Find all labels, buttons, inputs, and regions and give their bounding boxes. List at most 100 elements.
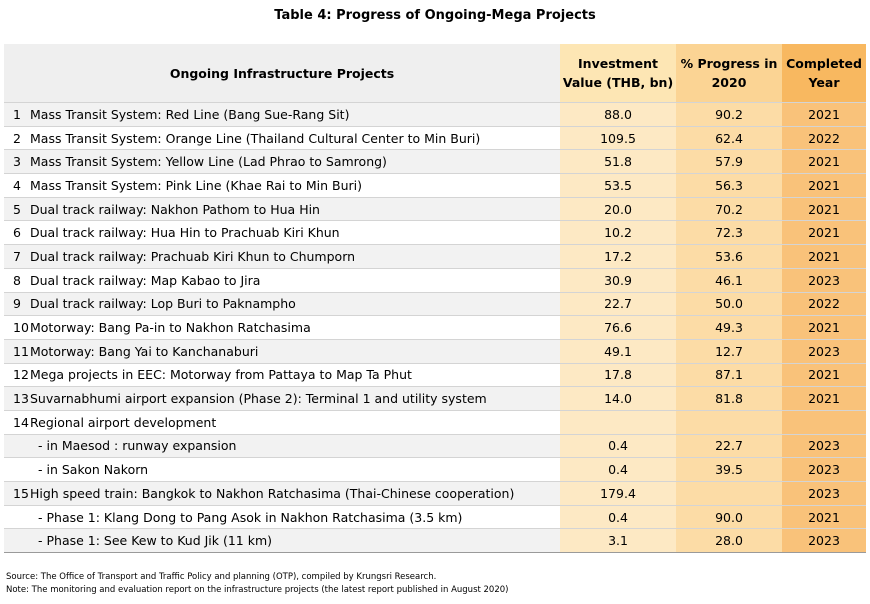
completed-year: 2021 [782, 102, 867, 127]
header-investment-line1: Investment [578, 56, 658, 71]
completed-year [782, 409, 867, 435]
table-row: 12 Mega projects in EEC: Motorway from Pa… [4, 362, 867, 387]
completed-year: 2021 [782, 315, 867, 340]
progress-value: 72.3 [676, 220, 783, 245]
header-investment-line2: Value (THB, bn) [562, 75, 674, 90]
project-name: Dual track railway: Prachuab Kiri Khun t… [30, 244, 561, 269]
completed-year: 2021 [782, 504, 867, 529]
progress-value: 56.3 [676, 173, 783, 198]
project-name: Mega projects in EEC: Motorway from Patt… [30, 362, 561, 387]
completed-year: 2021 [782, 173, 867, 198]
table-body: 1 Mass Transit System: Red Line (Bang Sue… [4, 102, 867, 554]
row-number [4, 528, 30, 554]
project-name: - in Sakon Nakorn [30, 457, 561, 482]
row-number: 8 [4, 267, 30, 292]
row-number [4, 433, 30, 458]
completed-year: 2023 [782, 338, 867, 364]
progress-value: 90.0 [676, 504, 783, 529]
completed-year: 2022 [782, 291, 867, 316]
row-number [4, 504, 30, 529]
row-number: 4 [4, 173, 30, 198]
header-completed-line1: Completed [786, 56, 862, 71]
header-investment: Investment Value (THB, bn) [560, 44, 677, 103]
row-number: 14 [4, 409, 30, 435]
investment-value: 179.4 [560, 481, 677, 506]
investment-value: 17.2 [560, 244, 677, 269]
row-number: 10 [4, 315, 30, 340]
project-name: Dual track railway: Nakhon Pathom to Hua… [30, 196, 561, 221]
investment-value: 0.4 [560, 433, 677, 458]
projects-table: Ongoing Infrastructure Projects Investme… [4, 44, 867, 554]
table-row: 2 Mass Transit System: Orange Line (Thail… [4, 125, 867, 150]
progress-value: 50.0 [676, 291, 783, 316]
table-row: 9 Dual track railway: Lop Buri to Paknamp… [4, 291, 867, 316]
row-number: 2 [4, 125, 30, 150]
investment-value: 22.7 [560, 291, 677, 316]
row-number: 11 [4, 338, 30, 364]
investment-value: 20.0 [560, 196, 677, 221]
row-number [4, 457, 30, 482]
project-name: Motorway: Bang Pa-in to Nakhon Ratchasim… [30, 315, 561, 340]
completed-year: 2021 [782, 149, 867, 174]
project-name: Dual track railway: Hua Hin to Prachuab … [30, 220, 561, 245]
project-name: Motorway: Bang Yai to Kanchanaburi [30, 338, 561, 364]
note-footnote: Note: The monitoring and evaluation repo… [6, 585, 509, 595]
investment-value: 88.0 [560, 102, 677, 127]
completed-year: 2023 [782, 481, 867, 506]
row-number: 15 [4, 481, 30, 506]
source-footnote: Source: The Office of Transport and Traf… [6, 572, 437, 582]
progress-value: 12.7 [676, 338, 783, 364]
completed-year: 2021 [782, 386, 867, 411]
investment-value: 51.8 [560, 149, 677, 174]
table-row: 11 Motorway: Bang Yai to Kanchanaburi 49.1… [4, 338, 867, 364]
project-name: Regional airport development [30, 409, 561, 435]
project-name: Dual track railway: Lop Buri to Paknamph… [30, 291, 561, 316]
row-number: 9 [4, 291, 30, 316]
project-name: Mass Transit System: Red Line (Bang Sue-… [30, 102, 561, 127]
investment-value: 109.5 [560, 125, 677, 150]
investment-value: 76.6 [560, 315, 677, 340]
table-row: - Phase 1: See Kew to Kud Jik (11 km) 3.1… [4, 528, 867, 554]
row-number: 12 [4, 362, 30, 387]
table-row: 3 Mass Transit System: Yellow Line (Lad P… [4, 149, 867, 174]
row-number: 13 [4, 386, 30, 411]
investment-value: 0.4 [560, 504, 677, 529]
investment-value: 0.4 [560, 457, 677, 482]
table-title: Table 4: Progress of Ongoing-Mega Projec… [274, 8, 596, 23]
table-row: 13 Suvarnabhumi airport expansion (Phase … [4, 386, 867, 411]
header-row: Ongoing Infrastructure Projects Investme… [4, 44, 867, 103]
investment-value: 10.2 [560, 220, 677, 245]
row-number: 5 [4, 196, 30, 221]
table-row: 10 Motorway: Bang Pa-in to Nakhon Ratchas… [4, 315, 867, 340]
progress-value: 81.8 [676, 386, 783, 411]
progress-value: 57.9 [676, 149, 783, 174]
header-project: Ongoing Infrastructure Projects [4, 44, 561, 103]
project-name: Suvarnabhumi airport expansion (Phase 2)… [30, 386, 561, 411]
row-number: 7 [4, 244, 30, 269]
completed-year: 2022 [782, 125, 867, 150]
investment-value: 30.9 [560, 267, 677, 292]
progress-value: 53.6 [676, 244, 783, 269]
completed-year: 2021 [782, 220, 867, 245]
project-name: - Phase 1: Klang Dong to Pang Asok in Na… [30, 504, 561, 529]
investment-value: 49.1 [560, 338, 677, 364]
project-name: - in Maesod : runway expansion [30, 433, 561, 458]
progress-value [676, 409, 783, 435]
project-name: - Phase 1: See Kew to Kud Jik (11 km) [30, 528, 561, 554]
progress-value: 28.0 [676, 528, 783, 554]
table-row: 6 Dual track railway: Hua Hin to Prachuab… [4, 220, 867, 245]
row-number: 1 [4, 102, 30, 127]
project-name: Dual track railway: Map Kabao to Jira [30, 267, 561, 292]
progress-value: 22.7 [676, 433, 783, 458]
header-completed-line2: Year [808, 75, 840, 90]
completed-year: 2023 [782, 528, 867, 554]
project-name: High speed train: Bangkok to Nakhon Ratc… [30, 481, 561, 506]
investment-value: 3.1 [560, 528, 677, 554]
completed-year: 2023 [782, 433, 867, 458]
project-name: Mass Transit System: Pink Line (Khae Rai… [30, 173, 561, 198]
completed-year: 2021 [782, 244, 867, 269]
progress-value: 87.1 [676, 362, 783, 387]
progress-value: 70.2 [676, 196, 783, 221]
progress-value: 49.3 [676, 315, 783, 340]
progress-value: 39.5 [676, 457, 783, 482]
